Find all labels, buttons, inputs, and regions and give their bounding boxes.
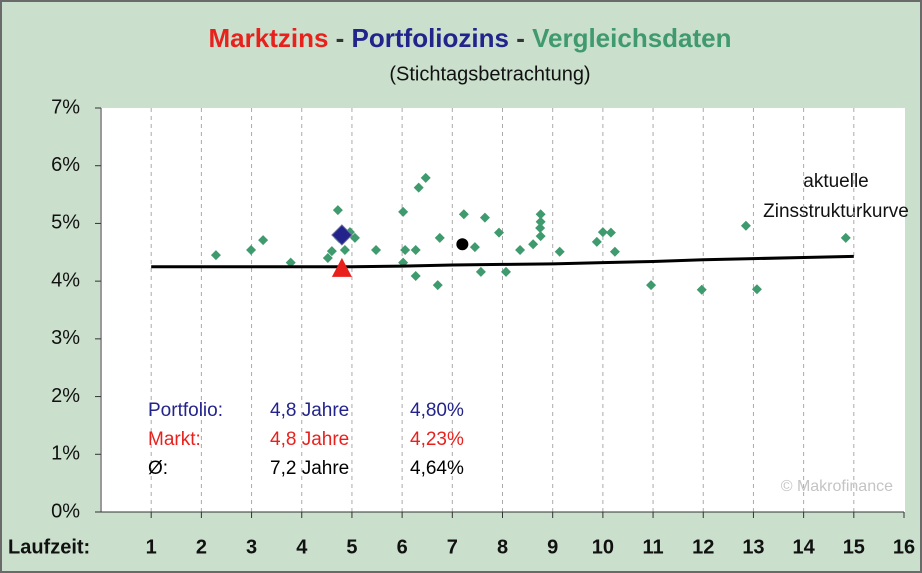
summary-cell: 4,8 Jahre [270,400,349,421]
point [400,244,411,255]
point [535,216,546,227]
point [398,206,409,217]
point [605,227,616,238]
summary-cell: Markt: [148,429,201,450]
point [646,280,657,291]
point [554,246,565,257]
x-tick-label: 2 [196,536,207,558]
point [326,246,337,257]
point [535,209,546,220]
title-part: - [509,23,532,53]
x-axis-label: Laufzeit: [8,536,90,558]
point [597,227,608,238]
title-part: - [328,23,351,53]
x-tick-label: 6 [397,536,408,558]
point [434,232,445,243]
point [740,220,751,231]
portfolio-point [331,224,353,246]
market-point [331,257,352,277]
point [475,266,486,277]
x-tick-label: 12 [692,536,714,558]
x-tick-label: 5 [346,536,357,558]
summary-cell: 4,64% [410,458,464,479]
annotation: aktuelle [803,171,869,192]
title-part: Vergleichsdaten [532,23,731,53]
summary-cell: 7,2 Jahre [270,458,349,479]
title-part: Marktzins [209,23,329,53]
point [458,209,469,220]
y-tick-label: 0% [51,500,80,522]
point [501,266,512,277]
x-tick-label: 13 [742,536,764,558]
summary-cell: Ø: [148,458,168,479]
point [535,223,546,234]
watermark: © Makrofinance [781,478,893,495]
x-tick-label: 7 [447,536,458,558]
y-tick-label: 5% [51,212,80,234]
x-tick-label: 14 [793,536,816,558]
point [515,244,526,255]
point [410,244,421,255]
point [322,253,333,264]
point [339,244,350,255]
summary-cell: 4,8 Jahre [270,429,349,450]
summary-cell: 4,80% [410,400,464,421]
summary-cell: Portfolio: [148,400,223,421]
average-point [456,238,469,251]
point [246,244,257,255]
x-tick-label: 11 [642,536,663,558]
chart-subtitle: (Stichtagsbetrachtung) [389,63,590,85]
x-tick-label: 4 [296,536,308,558]
y-tick-label: 7% [51,96,80,118]
point [210,250,221,261]
x-tick-label: 10 [592,536,614,558]
curve [151,254,854,269]
point [535,231,546,242]
point [432,280,443,291]
point [493,227,504,238]
point [479,212,490,223]
point [413,182,424,193]
point [371,244,382,255]
point [591,236,602,247]
y-tick-label: 3% [51,327,80,349]
x-tick-label: 3 [246,536,257,558]
x-tick-label: 15 [843,536,865,558]
point [332,205,343,216]
point [840,232,851,243]
y-tick-label: 6% [51,154,80,176]
point [420,172,431,183]
point [751,284,762,295]
x-tick-label: 1 [146,536,157,558]
point [285,257,296,268]
point [528,239,539,250]
y-tick-label: 1% [51,443,80,465]
x-tick-label: 8 [497,536,508,558]
point [258,235,269,246]
x-tick-label: 16 [893,536,915,558]
point [696,284,707,295]
x-tick-label: 9 [547,536,558,558]
point [349,232,360,243]
point [469,242,480,253]
title-part: Portfoliozins [352,23,509,53]
annotation: Zinsstrukturkurve [763,201,909,222]
chart-title: Marktzins - Portfoliozins - Vergleichsda… [209,23,732,53]
point [609,246,620,257]
summary-cell: 4,23% [410,429,464,450]
point [410,270,421,281]
y-tick-label: 4% [51,269,80,291]
y-tick-label: 2% [51,385,80,407]
